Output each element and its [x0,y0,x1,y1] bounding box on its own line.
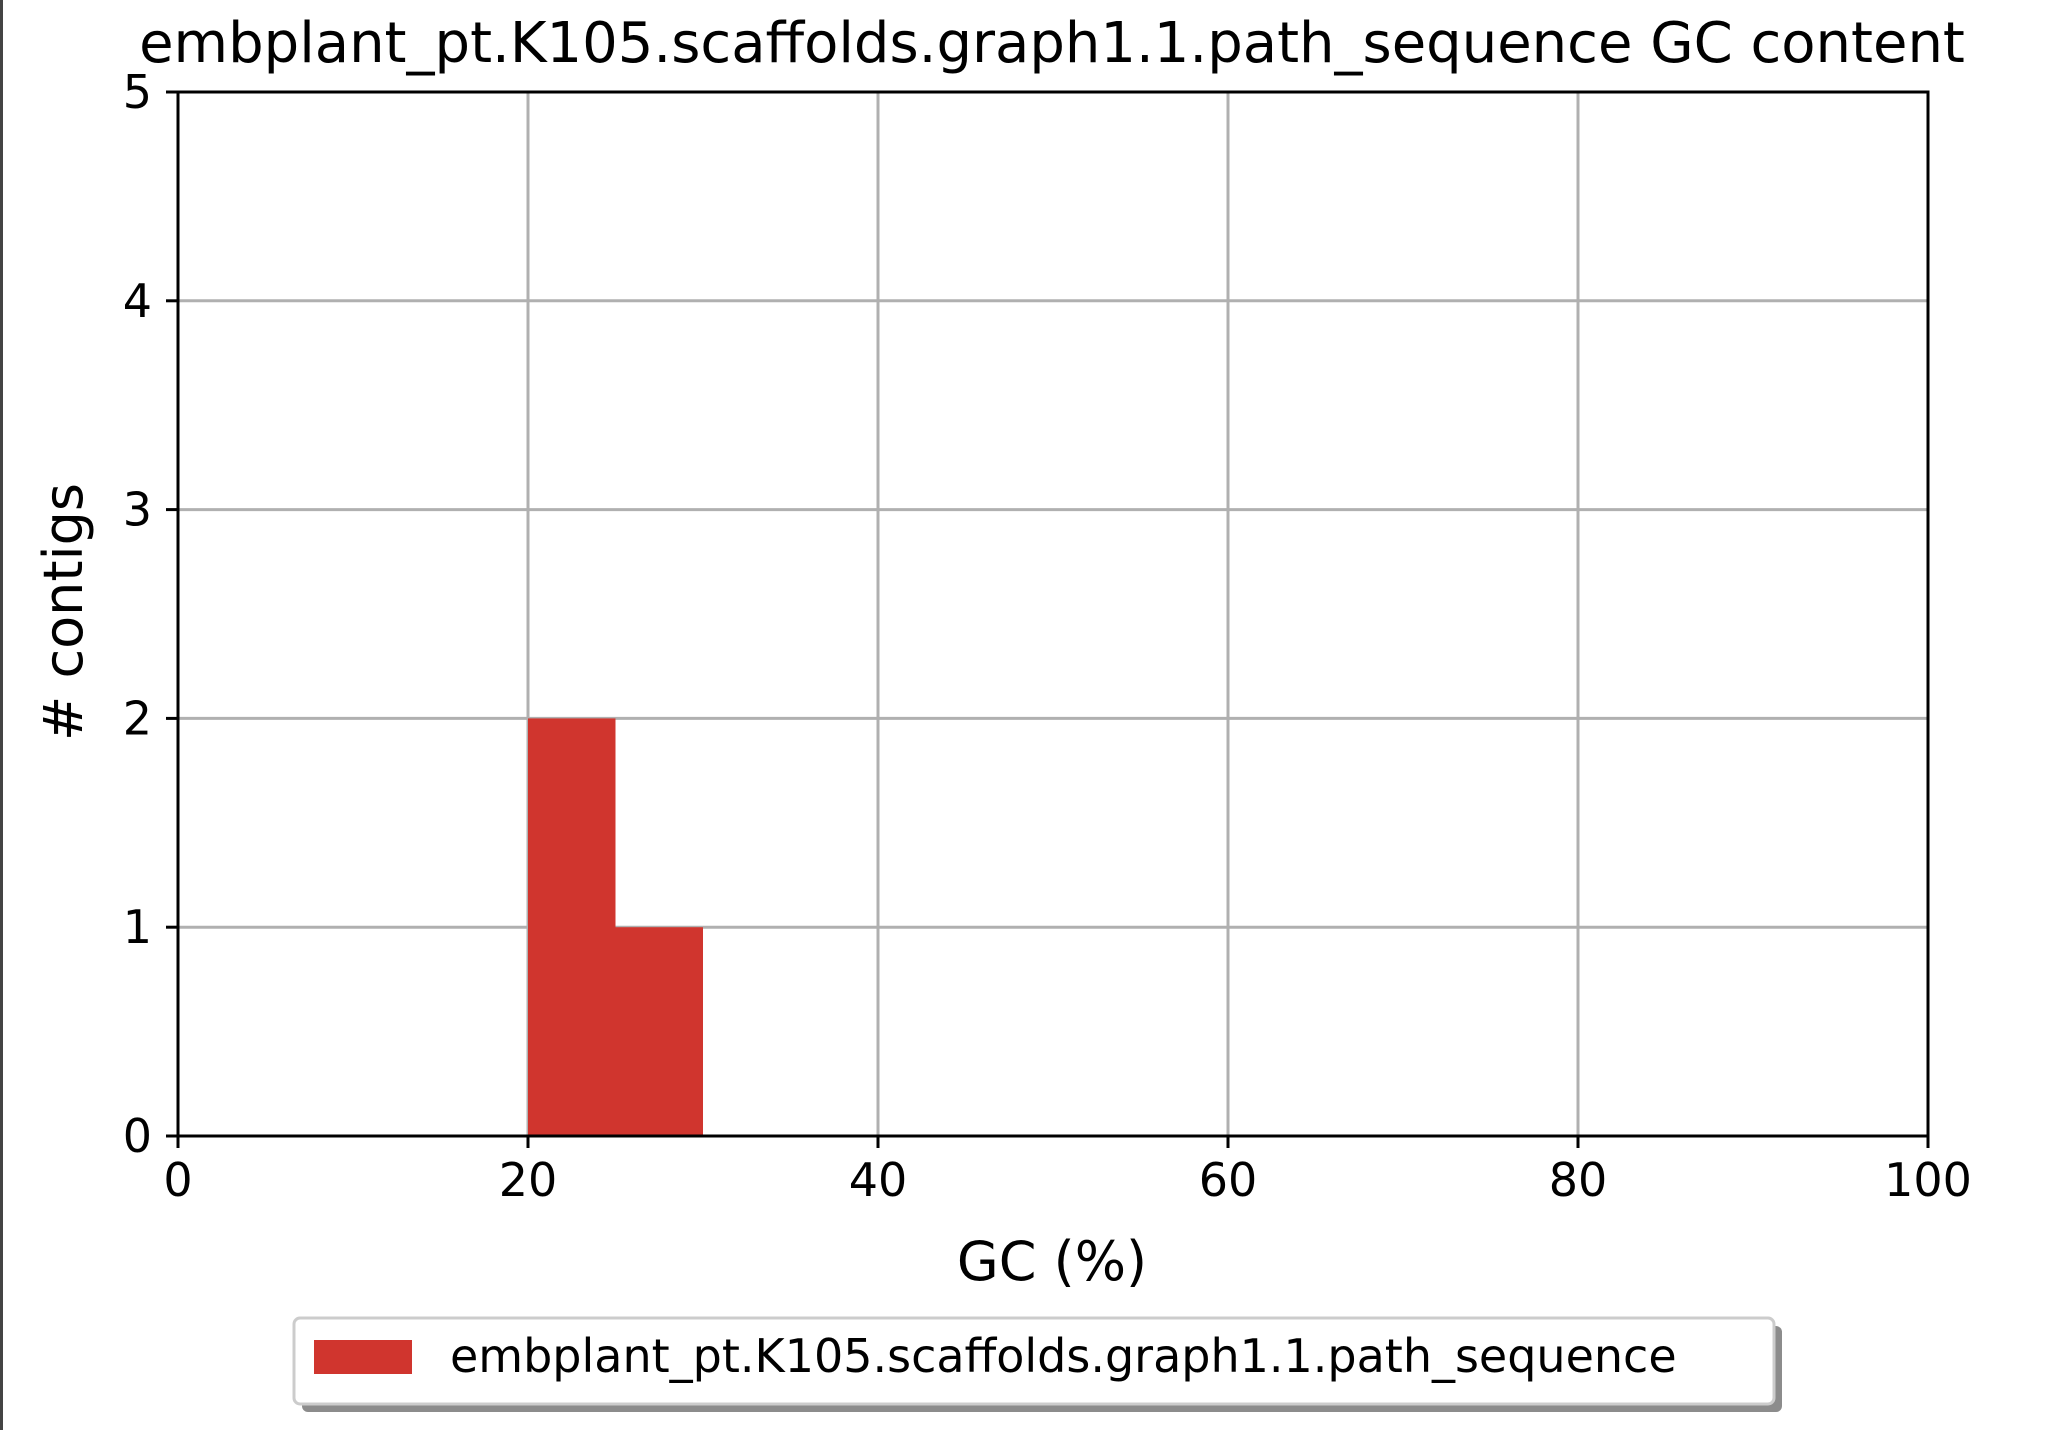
histogram-bar [615,927,703,1136]
legend-label: embplant_pt.K105.scaffolds.graph1.1.path… [450,1329,1677,1383]
gridlines [178,92,1928,1136]
y-tick-label: 2 [123,691,152,745]
y-tick-label: 1 [123,900,152,954]
x-tick-label: 80 [1549,1153,1608,1207]
chart-title: embplant_pt.K105.scaffolds.graph1.1.path… [139,11,1965,76]
y-tick-label: 0 [123,1109,152,1163]
x-tick-label: 20 [499,1153,558,1207]
x-axis-label: GC (%) [957,1230,1147,1293]
legend-box [292,1316,1776,1406]
x-tick-label: 60 [1199,1153,1258,1207]
legend: embplant_pt.K105.scaffolds.graph1.1.path… [292,1316,1782,1412]
x-tick-label: 40 [849,1153,908,1207]
x-tick-label: 0 [163,1153,192,1207]
plot-frame [176,90,1930,1138]
y-tick-label: 4 [123,274,152,328]
legend-swatch [314,1340,412,1374]
histogram-bar [528,718,616,1136]
y-tick-label: 5 [123,65,152,119]
x-axis-ticks: 0 20 40 60 80 100 [163,1136,1972,1207]
x-tick-label: 100 [1884,1153,1972,1207]
histogram-bars [528,718,703,1136]
y-axis-ticks: 0 1 2 3 4 5 [123,65,178,1163]
y-tick-label: 3 [123,483,152,537]
y-axis-label: # contigs [32,483,95,741]
